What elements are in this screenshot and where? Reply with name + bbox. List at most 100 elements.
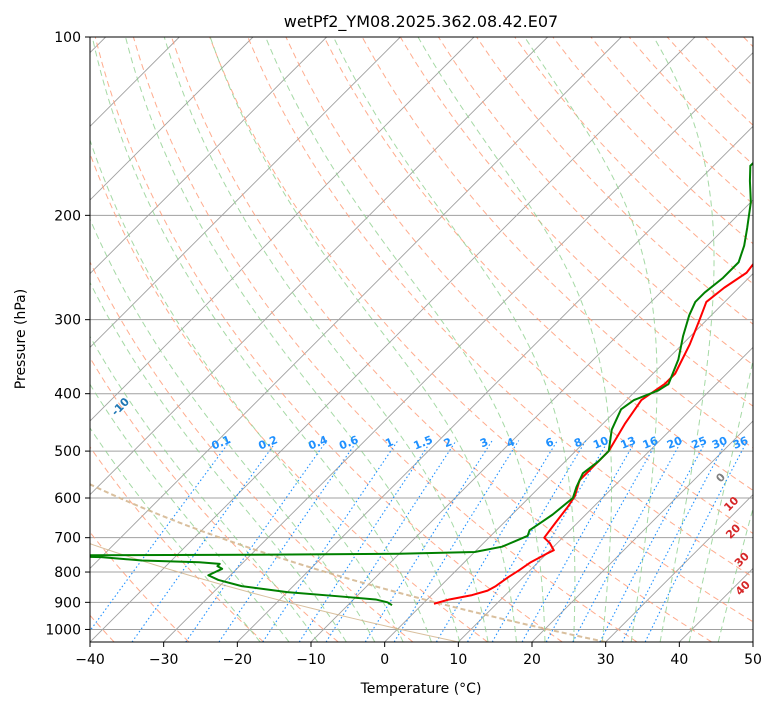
dry-adiabat-line xyxy=(323,37,753,491)
y-tick-label: 1000 xyxy=(45,622,81,638)
x-tick-label: −20 xyxy=(223,652,253,668)
isotherm-line xyxy=(90,37,696,642)
moist-adiabat-line xyxy=(209,37,517,642)
isotherm-line xyxy=(90,37,327,275)
isotherm-line xyxy=(90,37,475,422)
moist-adiabat-line xyxy=(90,335,319,642)
mixing-ratio-label: 20 xyxy=(665,434,684,452)
mixing-ratio-lines xyxy=(90,440,748,642)
dry-adiabat-line xyxy=(514,37,753,285)
isotherm-line xyxy=(163,52,753,642)
mixing-ratio-line xyxy=(545,440,659,642)
isotherm-line xyxy=(531,420,753,642)
mixing-ratio-label: 36 xyxy=(731,434,750,452)
isotherm-line xyxy=(237,125,753,642)
x-tick-label: 0 xyxy=(380,652,389,668)
y-tick-label: 300 xyxy=(54,313,81,329)
mixing-ratio-line xyxy=(393,440,520,642)
dry-adiabat-line xyxy=(209,37,753,623)
x-tick-label: −40 xyxy=(75,652,105,668)
moist-adiabat-line xyxy=(717,506,753,642)
mixing-ratio-label: 10 xyxy=(591,434,610,452)
mixing-ratio-label: 2 xyxy=(442,435,454,450)
mixing-ratio-line xyxy=(298,440,432,642)
y-axis-ticks: 100 200 300 400 500 600 700 800 900 1000 xyxy=(45,30,90,638)
moist-adiabat-line xyxy=(688,358,753,642)
moist-adiabat-line xyxy=(163,37,489,642)
dry-adiabat-line xyxy=(94,37,563,642)
mixing-ratio-label: 13 xyxy=(619,434,638,452)
mixing-ratio-label: 3 xyxy=(478,435,490,450)
moist-adiabat-line xyxy=(90,281,347,642)
mixing-ratio-line xyxy=(644,440,748,642)
moist-adiabat-line xyxy=(653,37,715,642)
dry-adiabat-line xyxy=(90,356,339,642)
dry-adiabat-line xyxy=(90,260,414,642)
x-tick-label: −30 xyxy=(149,652,179,668)
mixing-ratio-line xyxy=(262,440,399,642)
y-tick-label: 400 xyxy=(54,387,81,403)
mixing-ratio-line xyxy=(185,440,328,642)
x-axis-label: Temperature (°C) xyxy=(360,681,482,697)
dewpoint-profile-line xyxy=(90,161,753,607)
plot-area: -100-90-80-70-60-50-40-30-20-100.10.20.4… xyxy=(90,37,753,642)
y-tick-label: 900 xyxy=(54,595,81,611)
reference-curves xyxy=(90,483,606,642)
y-tick-label: 800 xyxy=(54,565,81,581)
moist-adiabat-line xyxy=(90,217,376,642)
plot-frame xyxy=(89,36,754,643)
isotherm-line xyxy=(90,37,548,496)
mixing-ratio-label: 8 xyxy=(572,435,584,450)
x-tick-label: −10 xyxy=(296,652,326,668)
reference-curve xyxy=(90,543,459,642)
moist-adiabat-line xyxy=(417,37,613,642)
isotherm-grid xyxy=(90,37,753,642)
profile-series xyxy=(90,161,753,607)
isotherm-line xyxy=(384,273,753,642)
dry-adiabat-line xyxy=(285,37,753,535)
moist-adiabat-line xyxy=(265,37,546,642)
mixing-ratio-line xyxy=(364,440,493,642)
mixing-ratio-label: 16 xyxy=(641,434,660,452)
dry-adiabat-line xyxy=(90,446,264,642)
moist-adiabat-line xyxy=(332,37,576,642)
isotherm-line xyxy=(605,494,753,642)
mixing-ratio-line xyxy=(435,440,558,642)
moist-adiabat-line xyxy=(90,138,404,642)
x-tick-label: 40 xyxy=(670,652,688,668)
mixing-ratio-label: 25 xyxy=(690,434,709,452)
isotherm-line xyxy=(458,346,753,642)
dry-adiabats xyxy=(90,37,753,642)
mixing-ratio-label: 30 xyxy=(710,434,729,452)
isobar-grid xyxy=(90,37,753,630)
chart-title: wetPf2_YM08.2025.362.08.42.E07 xyxy=(284,12,558,32)
mixing-ratio-line xyxy=(572,440,683,642)
x-tick-label: 50 xyxy=(744,652,762,668)
moist-adiabat-line xyxy=(90,427,261,642)
x-tick-label: 10 xyxy=(449,652,467,668)
dry-adiabat-line xyxy=(171,37,713,642)
mixing-ratio-line xyxy=(521,440,637,642)
moist-adiabat-line xyxy=(90,383,290,642)
x-axis-ticks: −40 −30 −20 −10 0 10 20 30 40 50 xyxy=(75,642,762,668)
reference-curve xyxy=(90,483,606,642)
moist-adiabat-line xyxy=(91,37,432,642)
y-tick-label: 100 xyxy=(54,30,81,46)
x-tick-label: 20 xyxy=(523,652,541,668)
dry-adiabat-line xyxy=(247,37,753,578)
y-axis-label: Pressure (hPa) xyxy=(13,289,29,389)
y-tick-label: 500 xyxy=(54,444,81,460)
x-tick-label: 30 xyxy=(597,652,615,668)
isotherm-line xyxy=(90,37,401,348)
isotherm-line xyxy=(90,37,622,569)
y-tick-label: 600 xyxy=(54,491,81,507)
y-tick-label: 700 xyxy=(54,531,81,547)
mixing-ratio-line xyxy=(218,440,358,642)
y-tick-label: 200 xyxy=(54,208,81,224)
mixing-ratio-line xyxy=(467,440,587,642)
mixing-ratio-line xyxy=(131,440,278,642)
dry-adiabat-line xyxy=(476,37,753,325)
temperature-profile-line xyxy=(433,262,753,605)
